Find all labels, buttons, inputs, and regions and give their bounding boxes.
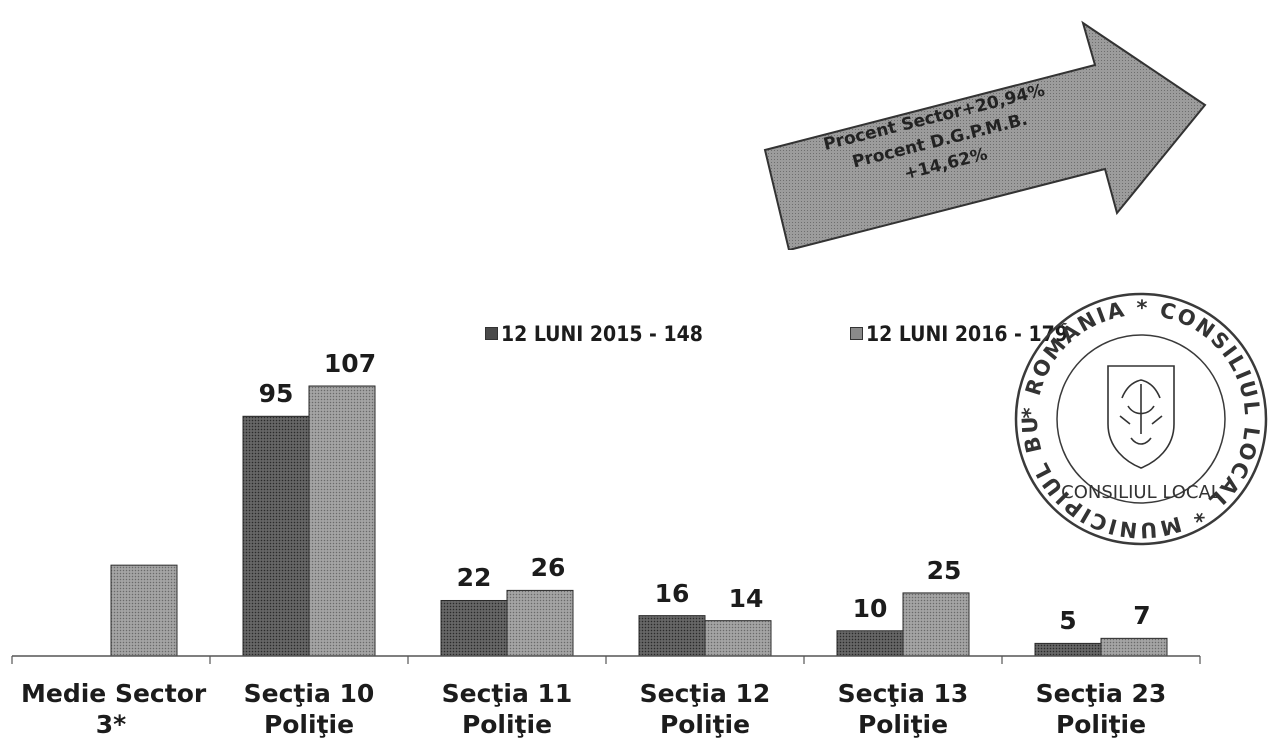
category-label: Secţia 11 Poliţie (441, 679, 573, 739)
data-label-2015: 22 (456, 563, 492, 593)
legend-item-2015: 12 LUNI 2015 - 148 (485, 322, 703, 346)
category-label: Secţia 12 Poliţie (639, 679, 771, 739)
data-label-2016: 14 (728, 583, 764, 613)
coat-of-arms-icon (1107, 365, 1175, 469)
council-stamp: * ROMÂNIA * CONSILIUL LOCAL * MUNICIPIUL… (1010, 288, 1268, 546)
bar-2015 (1034, 642, 1102, 657)
category-label: Secţia 10 Poliţie (243, 679, 375, 739)
data-label-2015: 5 (1059, 606, 1077, 636)
bar-2016 (1100, 637, 1168, 657)
stamp-inner-text: CONSILIUL LOCAL (1061, 482, 1221, 503)
bar-2016 (902, 592, 970, 657)
bar-2015 (242, 415, 310, 657)
data-label-2016: 25 (926, 555, 962, 585)
category-label: Secţia 13 Poliţie (837, 679, 969, 739)
bar-2016 (308, 385, 376, 657)
data-label-2016: 7 (1133, 601, 1151, 631)
category-label: Medie Sector 3* (21, 679, 207, 739)
legend-label-2016: 12 LUNI 2016 - 179 (866, 322, 1068, 346)
bar-2016 (506, 589, 574, 657)
percent-callout-arrow (763, 20, 1207, 250)
bar-2016 (110, 564, 178, 657)
legend-label-2015: 12 LUNI 2015 - 148 (501, 322, 703, 346)
bar-2015 (638, 615, 706, 657)
data-label-2015: 16 (654, 578, 690, 608)
data-label-2015: 10 (852, 593, 888, 623)
data-label-2016: 26 (530, 553, 566, 583)
bar-2015 (440, 599, 508, 657)
legend-item-2016: 12 LUNI 2016 - 179 (850, 322, 1068, 346)
data-label-2016: 107 (323, 349, 377, 378)
data-label-2015: 95 (258, 379, 294, 409)
bar-2015 (836, 630, 904, 657)
legend-swatch-2016 (850, 327, 863, 340)
category-label: Secţia 23 Poliţie (1035, 679, 1167, 739)
legend-swatch-2015 (485, 327, 498, 340)
bar-2016 (704, 620, 772, 657)
